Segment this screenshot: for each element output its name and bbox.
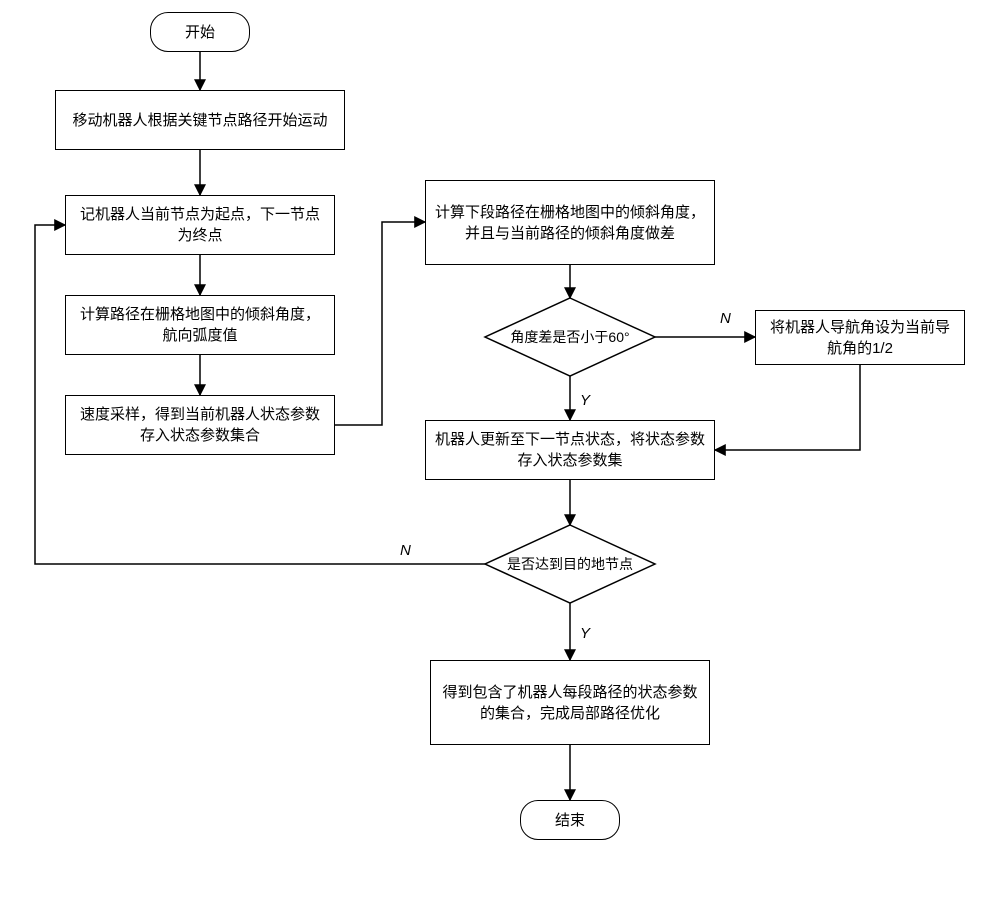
node-d1: 角度差是否小于60° bbox=[485, 298, 655, 376]
node-p2: 记机器人当前节点为起点，下一节点为终点 bbox=[65, 195, 335, 255]
flowchart-canvas: 开始移动机器人根据关键节点路径开始运动记机器人当前节点为起点，下一节点为终点计算… bbox=[0, 0, 1000, 897]
node-p7: 机器人更新至下一节点状态，将状态参数存入状态参数集 bbox=[425, 420, 715, 480]
edge-label-d1-p6: N bbox=[720, 310, 731, 327]
edge-p4-p5 bbox=[335, 222, 425, 425]
edge-p6-p7 bbox=[715, 365, 860, 450]
node-p3: 计算路径在栅格地图中的倾斜角度，航向弧度值 bbox=[65, 295, 335, 355]
node-p1: 移动机器人根据关键节点路径开始运动 bbox=[55, 90, 345, 150]
node-p5: 计算下段路径在栅格地图中的倾斜角度，并且与当前路径的倾斜角度做差 bbox=[425, 180, 715, 265]
node-p6: 将机器人导航角设为当前导航角的1/2 bbox=[755, 310, 965, 365]
node-d2: 是否达到目的地节点 bbox=[485, 525, 655, 603]
node-d1-label: 角度差是否小于60° bbox=[485, 298, 655, 376]
node-p8: 得到包含了机器人每段路径的状态参数的集合，完成局部路径优化 bbox=[430, 660, 710, 745]
node-d2-label: 是否达到目的地节点 bbox=[485, 525, 655, 603]
edge-label-d2-p8: Y bbox=[580, 625, 590, 642]
node-p4: 速度采样，得到当前机器人状态参数存入状态参数集合 bbox=[65, 395, 335, 455]
edge-label-d1-p7: Y bbox=[580, 392, 590, 409]
edge-label-d2-p2: N bbox=[400, 542, 411, 559]
node-start: 开始 bbox=[150, 12, 250, 52]
node-end: 结束 bbox=[520, 800, 620, 840]
